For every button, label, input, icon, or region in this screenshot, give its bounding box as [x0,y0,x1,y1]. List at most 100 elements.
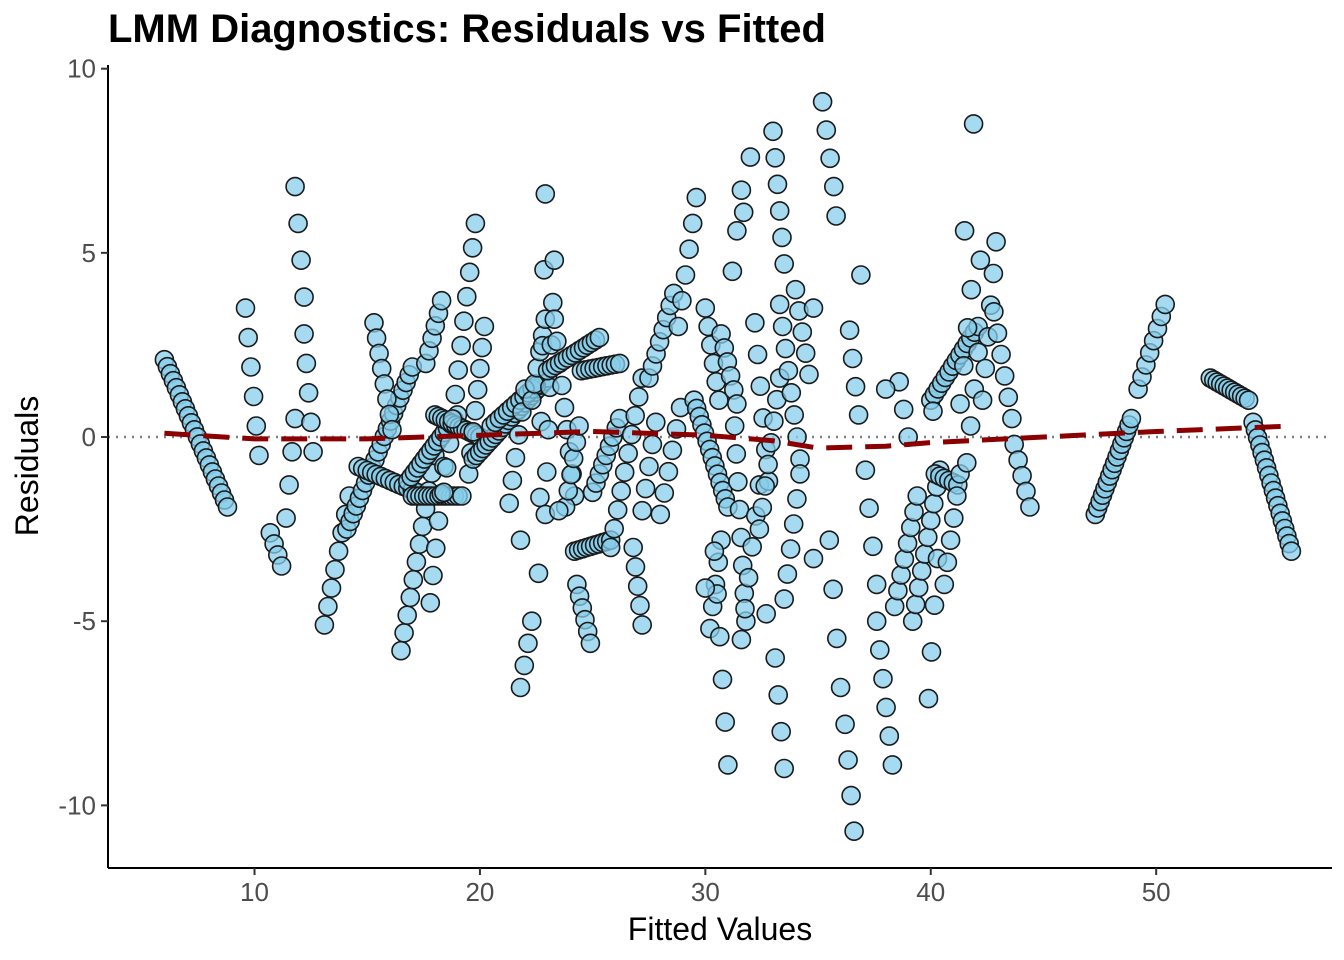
data-point [580,633,601,654]
data-point [873,668,893,689]
x-tick-label: 20 [465,877,494,907]
data-point [921,642,942,662]
data-point [888,580,908,601]
data-point [986,232,1006,252]
data-point [879,726,900,746]
points-layer [154,92,1302,842]
data-point [816,120,837,140]
data-point [769,294,790,315]
data-point [875,379,896,399]
data-point [923,493,944,514]
data-point [298,382,319,403]
data-point [819,530,840,551]
data-point [474,316,495,337]
data-point [521,390,542,411]
data-point [771,721,792,742]
data-point [679,239,699,259]
data-point [823,176,844,197]
data-point [462,238,483,258]
data-point [839,320,860,341]
data-point [783,514,804,534]
data-point [747,344,768,365]
data-point [285,408,305,429]
data-point [907,486,928,506]
data-point [784,405,805,425]
data-point [628,387,649,407]
y-tick-label: 10 [67,54,96,84]
data-point [403,569,424,590]
data-point [456,286,477,307]
data-point [650,504,671,525]
data-point [642,434,663,455]
data-point [548,500,569,521]
data-point [740,147,761,167]
data-point [321,578,342,598]
smooth-trend-line [164,423,1292,451]
plot-area [108,92,1332,842]
data-point [712,669,733,690]
data-point [1002,408,1022,429]
data-point [917,527,938,548]
data-point [727,221,747,241]
data-point [465,213,486,234]
data-point [291,250,311,271]
data-point [763,121,783,142]
data-point [630,595,650,616]
data-point [1155,294,1175,315]
data-point [563,448,584,469]
data-point [894,549,915,569]
data-point [792,322,813,342]
x-axis-ticks: 10 20 30 40 50 [240,868,1171,907]
data-point [521,611,542,632]
data-point [902,611,923,632]
data-point [984,301,1004,322]
data-point [897,533,918,554]
data-point [882,755,903,775]
data-point [607,500,628,520]
data-point [775,338,796,359]
data-point [820,148,840,169]
data-point [845,376,866,397]
data-point [774,254,795,274]
y-tick-label: 5 [82,238,96,268]
data-point [328,541,349,562]
data-point [294,287,314,307]
data-point [658,461,679,482]
data-point [294,324,314,344]
data-point [552,375,572,396]
data-point [627,576,648,597]
data-point [454,311,474,332]
data-point [900,517,921,538]
data-point [911,561,932,581]
data-point [940,530,961,551]
data-point [303,441,323,462]
data-point [803,548,824,569]
data-point [772,316,793,337]
data-point [866,574,887,595]
data-point [600,537,621,558]
data-point [728,471,748,492]
data-point [844,821,864,842]
data-point [752,497,773,518]
data-point [662,440,683,461]
data-point [544,250,565,271]
data-point [645,412,666,433]
data-point [785,279,806,300]
data-point [451,335,471,356]
data-point [961,279,982,300]
data-point [566,432,587,453]
data-point [1238,390,1259,411]
y-tick-label: -5 [73,606,96,636]
data-point [956,452,977,473]
data-point [934,574,955,595]
data-point [991,344,1011,365]
data-point [718,755,738,775]
x-tick-label: 40 [916,877,945,907]
x-tick-label: 30 [691,877,720,907]
data-point [726,444,747,464]
data-point [729,499,750,520]
data-point [863,536,883,557]
data-point [943,508,964,528]
data-point [937,552,958,573]
data-point [282,441,302,462]
